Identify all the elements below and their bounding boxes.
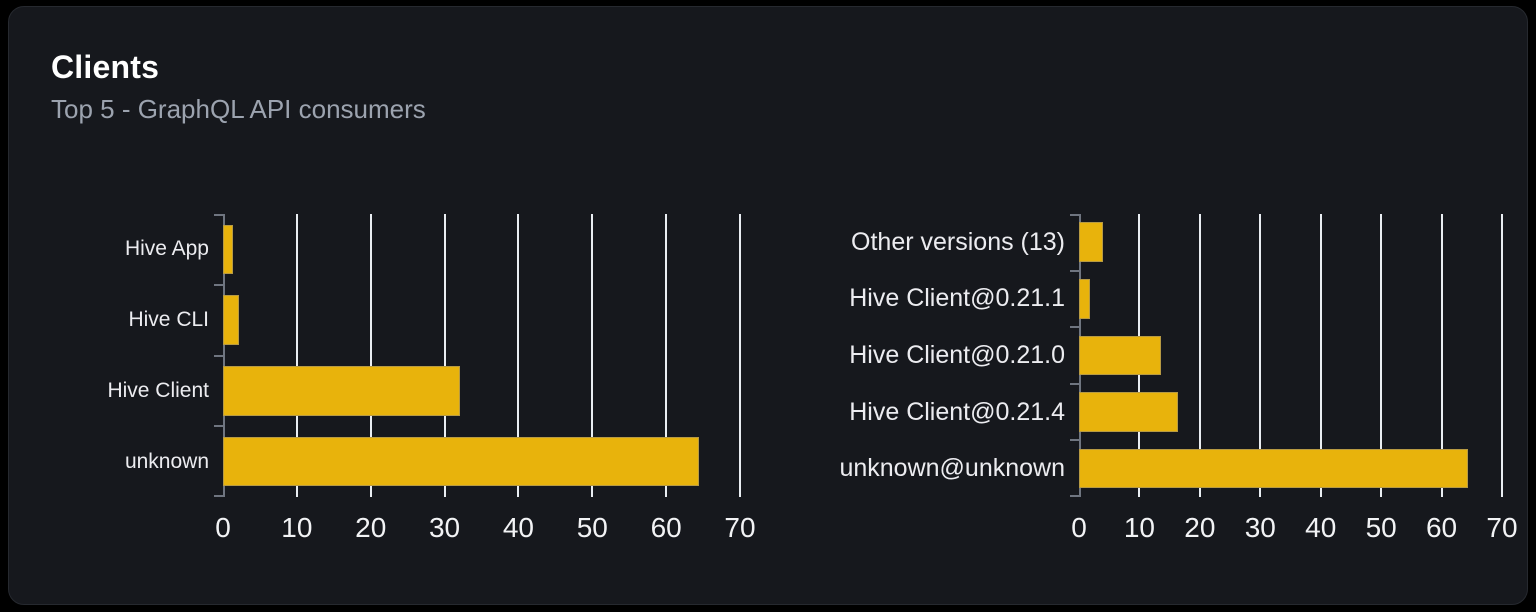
category-label-hive-app: Hive App bbox=[124, 237, 209, 261]
y-axis-tick bbox=[214, 425, 223, 427]
category-label-hive-client-0-21-0: Hive Client@0.21.0 bbox=[849, 340, 1065, 369]
gridline-x-20 bbox=[369, 214, 372, 497]
x-tick-label-30: 30 bbox=[1244, 512, 1276, 543]
gridline-x-20 bbox=[1198, 214, 1201, 497]
bar-unknown-unknown[interactable] bbox=[1079, 448, 1469, 489]
clients-by-name-chart: Hive App Hive CLI Hive Client unknown 0 10 20 3… bbox=[49, 214, 756, 543]
bar-hive-client-0-21-4[interactable] bbox=[1079, 392, 1179, 432]
y-axis-tick bbox=[214, 284, 223, 286]
x-tick-label-0: 0 bbox=[1071, 512, 1087, 543]
y-axis-tick bbox=[1070, 214, 1079, 216]
category-label-hive-client-0-21-4: Hive Client@0.21.4 bbox=[849, 397, 1065, 426]
x-tick-label-40: 40 bbox=[1305, 512, 1337, 543]
clients-by-version-category-labels: Other versions (13) Hive Client@0.21.1 Hiv… bbox=[815, 214, 1079, 497]
clients-by-version-plot-area bbox=[1070, 214, 1510, 497]
gridline-x-70 bbox=[739, 214, 741, 497]
y-axis-tick bbox=[214, 495, 223, 497]
gridline-x-40 bbox=[517, 214, 520, 497]
gridline-x-50 bbox=[1380, 214, 1383, 497]
x-tick-label-40: 40 bbox=[502, 512, 534, 543]
card-title: Clients bbox=[51, 49, 160, 85]
y-axis-tick bbox=[1070, 439, 1079, 441]
bar-unknown[interactable] bbox=[223, 436, 699, 487]
category-label-hive-client-0-21-1: Hive Client@0.21.1 bbox=[849, 284, 1065, 313]
gridline-x-10 bbox=[295, 214, 298, 497]
gridline-x-60 bbox=[1440, 214, 1443, 497]
y-axis-line bbox=[223, 214, 225, 497]
gridline-x-40 bbox=[1319, 214, 1322, 497]
category-label-hive-client: Hive Client bbox=[107, 378, 209, 402]
bar-hive-client-0-21-1[interactable] bbox=[1079, 279, 1091, 319]
clients-card: Clients Top 5 - GraphQL API consumers Hi… bbox=[8, 6, 1528, 605]
category-label-other-versions-13: Other versions (13) bbox=[851, 227, 1065, 256]
y-axis-tick bbox=[1070, 383, 1079, 385]
gridline-x-30 bbox=[443, 214, 446, 497]
bar-hive-cli[interactable] bbox=[223, 295, 239, 345]
x-tick-label-10: 10 bbox=[281, 512, 313, 543]
x-tick-label-70: 70 bbox=[1486, 512, 1518, 543]
y-axis-tick bbox=[1070, 495, 1079, 497]
y-axis-tick bbox=[214, 355, 223, 357]
clients-by-name-category-labels: Hive App Hive CLI Hive Client unknown bbox=[49, 214, 223, 497]
x-tick-label-20: 20 bbox=[1184, 512, 1216, 543]
category-label-hive-cli: Hive CLI bbox=[128, 308, 209, 332]
gridline-x-60 bbox=[665, 214, 668, 497]
x-tick-label-50: 50 bbox=[1365, 512, 1397, 543]
clients-by-version-chart: Other versions (13) Hive Client@0.21.1 Hiv… bbox=[815, 214, 1518, 543]
x-tick-label-60: 60 bbox=[1425, 512, 1458, 543]
y-axis-tick bbox=[214, 214, 223, 216]
x-tick-label-10: 10 bbox=[1123, 512, 1155, 543]
x-tick-label-70: 70 bbox=[724, 512, 756, 543]
y-axis-tick bbox=[1070, 326, 1079, 328]
bar-hive-app[interactable] bbox=[223, 224, 234, 275]
x-tick-label-60: 60 bbox=[650, 512, 682, 543]
bar-hive-client[interactable] bbox=[223, 366, 461, 416]
category-label-unknown-unknown: unknown@unknown bbox=[839, 454, 1065, 483]
clients-by-name-plot-area bbox=[214, 214, 749, 497]
clients-by-version-x-axis-labels: 0 10 20 30 40 50 60 70 bbox=[1071, 511, 1517, 545]
gridline-x-70 bbox=[1501, 214, 1503, 497]
bar-hive-client-0-21-0[interactable] bbox=[1079, 335, 1162, 376]
x-tick-label-30: 30 bbox=[428, 512, 461, 543]
category-label-unknown: unknown bbox=[124, 449, 209, 473]
card-header: Clients Top 5 - GraphQL API consumers bbox=[51, 47, 426, 125]
gridline-x-30 bbox=[1259, 214, 1262, 497]
bar-other-versions-13[interactable] bbox=[1079, 222, 1104, 263]
x-tick-label-20: 20 bbox=[355, 512, 387, 543]
gridline-x-50 bbox=[591, 214, 594, 497]
x-tick-label-50: 50 bbox=[576, 512, 608, 543]
card-subtitle: Top 5 - GraphQL API consumers bbox=[51, 94, 426, 124]
x-tick-label-0: 0 bbox=[215, 512, 231, 543]
clients-by-name-x-axis-labels: 0 10 20 30 40 50 60 70 bbox=[215, 511, 755, 545]
y-axis-tick bbox=[1070, 270, 1079, 272]
